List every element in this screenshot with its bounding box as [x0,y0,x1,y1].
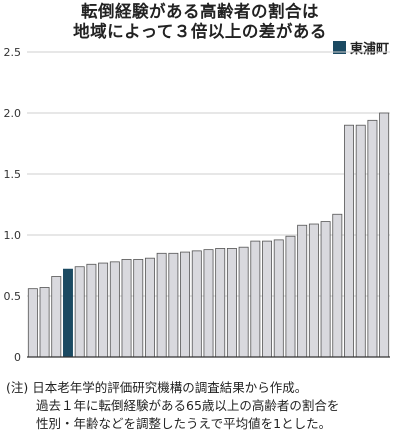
bar [285,235,296,358]
legend-swatch [333,40,346,54]
y-tick-label: 2.0 [4,107,22,120]
bar [379,112,390,358]
bar [39,287,50,358]
bar [109,261,120,358]
bar [86,263,97,358]
y-tick-label: 1.5 [4,168,22,181]
y-tick-label: 1.0 [4,229,22,242]
bar [51,276,62,358]
bar [74,266,85,358]
bar [121,258,132,358]
footnote: (注) 日本老年学的評価研究機構の調査結果から作成。 過去１年に転倒経験がある6… [6,379,398,433]
legend-label: 東浦町 [350,41,390,57]
y-tick-label: 0.5 [4,290,22,303]
bar [98,262,109,358]
footnote-line-3: 性別・年齢などを調整したうえで平均値を1とした。 [36,416,332,431]
legend: 東浦町 [333,39,390,57]
chart-title: 転倒経験がある高齢者の割合は 地域によって３倍以上の差がある [0,2,400,42]
chart-title-line-1: 転倒経験がある高齢者の割合は [81,2,319,21]
bar [250,240,261,358]
bar [332,213,343,358]
bar [308,223,319,358]
chart-title-line-2: 地域によって３倍以上の差がある [73,22,327,41]
bar [273,239,284,358]
bar [344,124,354,358]
y-tick-label: 0 [14,351,21,364]
bar [180,251,191,358]
y-tick-label: 2.5 [4,46,22,59]
bar [355,124,366,358]
bar [203,249,214,358]
bar [262,240,273,358]
footnote-line-1: (注) 日本老年学的評価研究機構の調査結果から作成。 [6,380,308,395]
bar [191,250,202,358]
bar [226,248,237,358]
bar [27,288,38,358]
bar-highlighted [63,268,73,358]
bar [238,246,249,358]
bar [168,252,179,358]
bar [297,224,308,358]
bar [367,119,378,358]
footnote-line-2: 過去１年に転倒経験がある65歳以上の高齢者の割合を [36,398,340,413]
bar [156,252,167,358]
bar [133,258,144,358]
bar [144,257,155,358]
bar [320,221,331,358]
bar [215,248,226,358]
